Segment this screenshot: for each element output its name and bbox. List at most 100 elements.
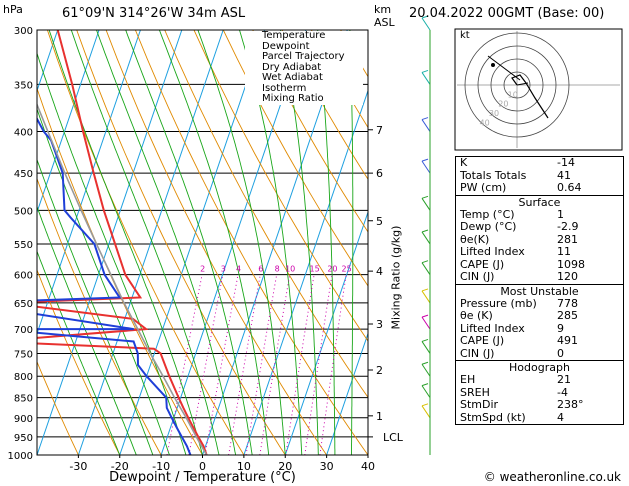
mixing-ratio-line bbox=[319, 274, 347, 455]
mu-row-thetae: θe (K) 285 bbox=[460, 309, 578, 322]
wind-barb-flag bbox=[421, 69, 429, 73]
dry-adiabat-line bbox=[193, 30, 368, 342]
mixing-ratio-label: 10 bbox=[285, 265, 295, 274]
wind-barb bbox=[421, 17, 431, 31]
wind-barb-flag bbox=[421, 158, 429, 162]
pressure-tick-label: 1000 bbox=[8, 451, 33, 462]
legend-item-temperature: Temperature bbox=[262, 30, 326, 41]
pressure-tick-label: 800 bbox=[14, 372, 33, 383]
x-tick-label: -20 bbox=[111, 460, 129, 473]
wet-adiabat-line bbox=[349, 30, 354, 455]
km-label: km bbox=[374, 3, 392, 16]
dry-adiabat-line bbox=[134, 30, 368, 455]
km-tick-label: 3 bbox=[376, 318, 383, 331]
wet-adiabat-line bbox=[37, 51, 187, 455]
pressure-tick-label: 550 bbox=[14, 240, 33, 251]
x-tick-label: 0 bbox=[199, 460, 206, 473]
mu-row-pressure: Pressure (mb) 778 bbox=[460, 296, 578, 310]
hodograph-ring-label: 30 bbox=[489, 109, 499, 118]
wind-barb bbox=[421, 316, 431, 330]
dry-adiabat-line bbox=[222, 30, 368, 287]
wind-barb bbox=[421, 405, 431, 419]
wind-barb-flag bbox=[421, 288, 429, 292]
legend-item-isotherm: Isotherm bbox=[262, 82, 307, 94]
wet-adiabat-line bbox=[239, 30, 303, 455]
hodograph-ring bbox=[490, 58, 544, 112]
wind-barb bbox=[421, 72, 431, 85]
mixing-ratio-label: 6 bbox=[258, 265, 263, 274]
hodograph-kt-label: kt bbox=[460, 30, 470, 41]
wind-barb bbox=[421, 160, 431, 174]
wet-adiabat-line bbox=[280, 30, 319, 455]
surface-row-thetae: θe(K) 281 bbox=[460, 232, 578, 246]
pressure-tick-label: 450 bbox=[14, 169, 33, 180]
hodo-row-stmspd: StmSpd (kt) 4 bbox=[460, 410, 564, 424]
isotherm-line bbox=[284, 210, 368, 455]
hodograph-ring bbox=[503, 71, 531, 99]
copyright-footer: © weatheronline.co.uk bbox=[483, 470, 621, 484]
wind-barb-flag bbox=[421, 403, 429, 407]
km-tick-label: 5 bbox=[376, 215, 383, 228]
isotherm-line bbox=[37, 30, 183, 455]
mu-row-cape: CAPE (J) 491 bbox=[460, 334, 578, 347]
isotherm-line bbox=[119, 30, 266, 455]
hodograph-ring bbox=[464, 32, 570, 138]
hodo-row-eh: EH 21 bbox=[460, 373, 571, 386]
x-axis-label: Dewpoint / Temperature (°C) bbox=[109, 470, 296, 485]
wind-barb bbox=[421, 385, 431, 398]
wind-barb bbox=[421, 198, 431, 211]
hodograph-arrow bbox=[487, 55, 529, 86]
wind-barb-flag bbox=[421, 229, 429, 233]
wet-adiabat-line bbox=[37, 107, 170, 455]
x-tick-label: 20 bbox=[278, 460, 292, 473]
wet-adiabat-line bbox=[197, 30, 286, 455]
legend-item-dewpoint: Dewpoint bbox=[262, 40, 310, 52]
isotherm-line bbox=[37, 30, 100, 214]
dry-adiabat-line bbox=[37, 360, 79, 455]
km-tick-label: 2 bbox=[376, 364, 383, 377]
mixing-ratio-label: 25 bbox=[342, 265, 352, 274]
location-title: 61°09'N 314°26'W 34m ASL bbox=[62, 6, 246, 21]
wet-adiabat-line bbox=[48, 30, 203, 455]
wind-barb-flag bbox=[421, 314, 429, 318]
wet-adiabat-line bbox=[125, 30, 253, 455]
surface-row-cin: CIN (J) 120 bbox=[460, 270, 578, 283]
surface-row-li: Lifted Index 11 bbox=[460, 245, 571, 258]
x-tick-label: 10 bbox=[237, 460, 251, 473]
pressure-tick-label: 700 bbox=[14, 325, 33, 336]
dry-adiabat-line bbox=[37, 268, 121, 455]
pressure-tick-label: 300 bbox=[14, 26, 33, 37]
km-tick-label: 4 bbox=[376, 265, 383, 278]
mu-row-li: Lifted Index 9 bbox=[460, 321, 564, 335]
parcel-trajectory-line bbox=[37, 102, 208, 455]
dry-adiabat-line bbox=[105, 30, 327, 455]
wind-barb bbox=[421, 119, 431, 132]
hpa-label: hPa bbox=[3, 3, 23, 16]
indices-panel: K -14 Totals Totals 41 PW (cm) 0.64 Surface… bbox=[455, 156, 624, 425]
hodograph-ring-label: 40 bbox=[480, 118, 490, 127]
wind-barb bbox=[421, 231, 431, 245]
wind-barb-flag bbox=[421, 260, 429, 264]
mixing-ratio-label: 8 bbox=[275, 265, 280, 274]
wet-adiabat-line bbox=[37, 250, 121, 455]
hodo-row-stmdir: StmDir 238° bbox=[460, 398, 584, 411]
mixing-ratio-label: 4 bbox=[236, 265, 241, 274]
dry-adiabat-line bbox=[164, 30, 368, 399]
wet-adiabat-line bbox=[70, 30, 220, 455]
surface-title: Surface bbox=[518, 195, 561, 209]
datetime-title: 20.04.2022 00GMT (Base: 00) bbox=[409, 6, 605, 21]
hodograph-ring bbox=[477, 45, 557, 125]
km-tick-label: 6 bbox=[376, 167, 383, 180]
pressure-tick-label: 750 bbox=[14, 349, 33, 360]
surface-row-dewp: Dewp (°C) -2.9 bbox=[460, 220, 579, 233]
wind-barb-flag bbox=[421, 338, 429, 342]
km-tick-label: 1 bbox=[376, 410, 383, 423]
hodo-row-sreh: SREH -4 bbox=[460, 385, 568, 399]
wind-barb-flag bbox=[421, 15, 429, 19]
x-tick-label: 30 bbox=[320, 460, 334, 473]
legend-item-dry-adiabat: Dry Adiabat bbox=[262, 61, 322, 73]
isotherm-line bbox=[326, 332, 368, 455]
hodograph-trace bbox=[511, 74, 549, 119]
hodograph-ring-label: 10 bbox=[508, 90, 518, 99]
